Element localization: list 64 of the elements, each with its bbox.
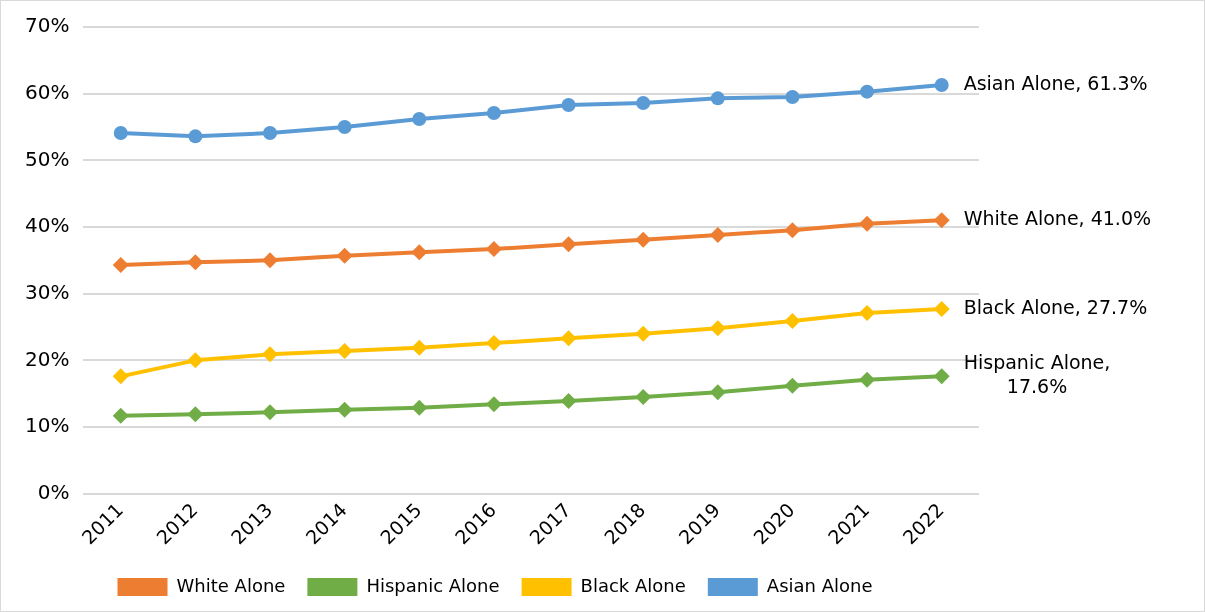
point <box>262 404 279 421</box>
legend-label: Hispanic Alone <box>366 574 500 596</box>
point <box>859 305 876 322</box>
annotation: White Alone, 41.0% <box>963 207 1152 230</box>
point <box>784 222 801 239</box>
point <box>485 396 502 413</box>
y-tick-label: 10% <box>25 413 70 438</box>
point <box>784 377 801 394</box>
point <box>486 106 501 120</box>
y-tick-label: 70% <box>25 13 70 38</box>
point <box>709 384 726 401</box>
y-tick-label: 30% <box>25 279 70 304</box>
point <box>709 320 726 337</box>
point <box>412 112 427 126</box>
point <box>113 126 128 141</box>
point <box>336 343 353 360</box>
point <box>933 368 950 385</box>
annotation: Hispanic Alone, 17.6% <box>963 351 1111 398</box>
point <box>934 78 949 92</box>
point <box>112 257 129 274</box>
point <box>636 96 651 110</box>
y-tick-label: 0% <box>37 479 70 504</box>
point <box>411 339 428 356</box>
point <box>188 129 203 144</box>
point <box>635 231 652 248</box>
point <box>262 346 279 363</box>
y-tick-label: 50% <box>25 146 70 171</box>
annotation: Black Alone, 27.7% <box>963 295 1148 318</box>
point <box>411 399 428 416</box>
point <box>560 236 577 253</box>
point <box>709 227 726 244</box>
legend-label: Asian Alone <box>766 574 873 596</box>
y-tick-label: 40% <box>25 213 70 238</box>
point <box>785 90 800 104</box>
y-tick-label: 60% <box>25 79 70 104</box>
point <box>263 126 278 141</box>
point <box>560 393 577 410</box>
point <box>112 368 129 385</box>
point <box>784 313 801 330</box>
legend-label: Black Alone <box>580 574 686 596</box>
point <box>635 389 652 406</box>
point <box>859 371 876 388</box>
point <box>336 247 353 264</box>
legend-label: White Alone <box>176 574 286 596</box>
point <box>187 254 204 271</box>
point <box>933 301 950 318</box>
point <box>635 325 652 342</box>
point <box>337 120 352 134</box>
point <box>262 252 279 269</box>
point <box>859 215 876 232</box>
point <box>112 407 129 424</box>
point <box>485 241 502 258</box>
point <box>560 330 577 347</box>
point <box>860 84 875 99</box>
point <box>933 212 950 229</box>
y-tick-label: 20% <box>25 346 70 371</box>
point <box>187 406 204 423</box>
point <box>187 352 204 369</box>
point <box>336 401 353 418</box>
point <box>485 335 502 352</box>
point <box>561 98 576 112</box>
annotation: Asian Alone, 61.3% <box>963 71 1148 94</box>
point <box>710 91 725 106</box>
point <box>411 244 428 261</box>
